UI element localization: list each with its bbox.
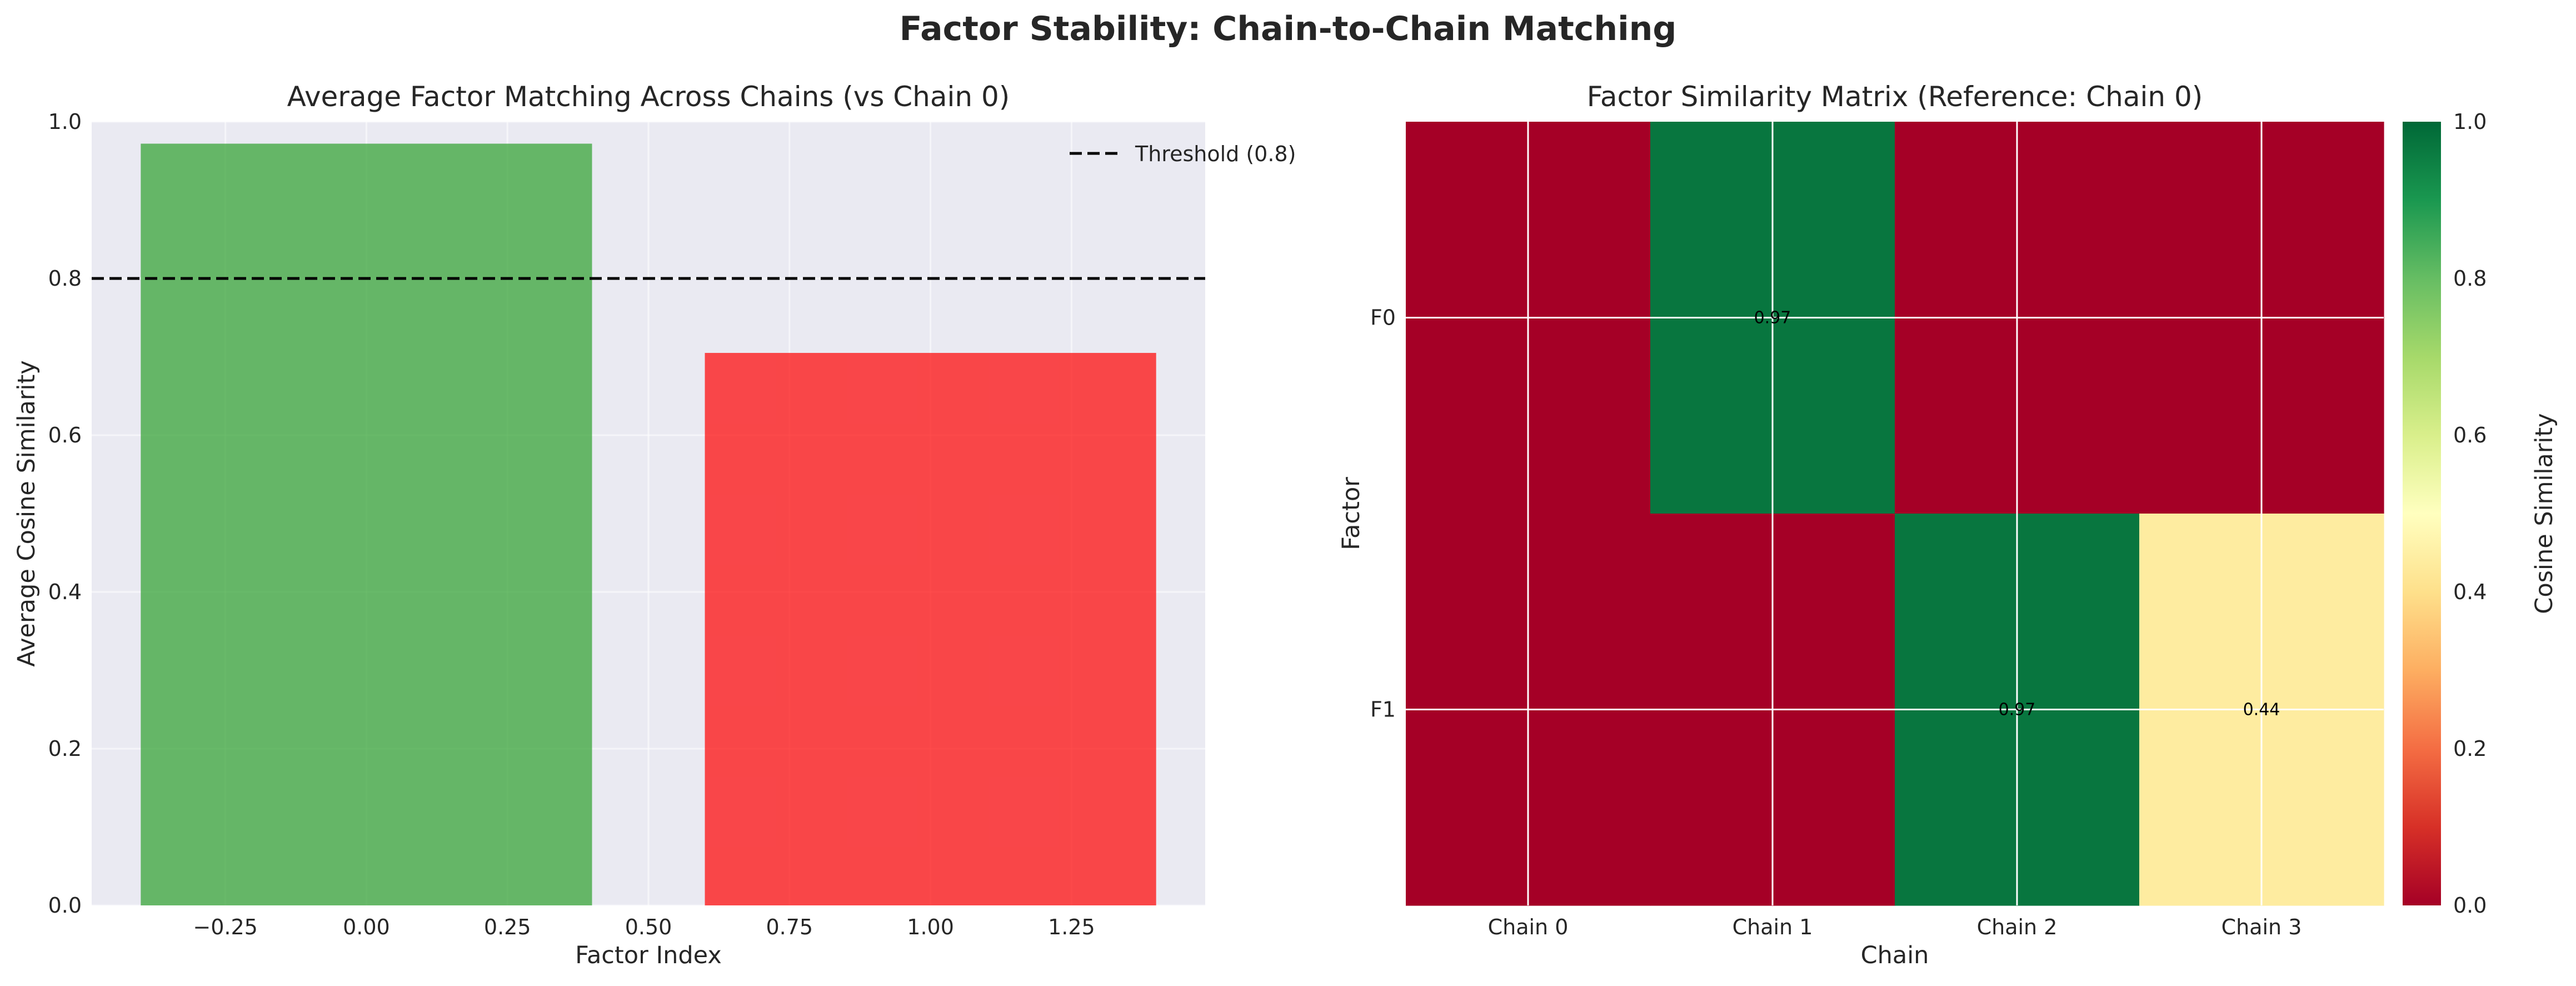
heatmap-cell-label: 0.44 bbox=[2243, 700, 2280, 720]
bar-x-tick-label: 0.25 bbox=[484, 915, 531, 939]
bar-y-tick-label: 1.0 bbox=[48, 109, 82, 134]
bar-y-tick-label: 0.6 bbox=[48, 423, 82, 447]
bar-series bbox=[141, 143, 1156, 906]
colorbar: 0.0 0.2 0.4 0.6 0.8 1.0 Cosine Similarity bbox=[2403, 109, 2558, 918]
heatmap-x-axis-ticks: Chain 0 Chain 1 Chain 2 Chain 3 bbox=[1488, 915, 2302, 939]
bar-factor-1 bbox=[705, 352, 1156, 905]
colorbar-tick-label: 0.2 bbox=[2453, 736, 2487, 761]
bar-x-axis-ticks: −0.25 0.00 0.25 0.50 0.75 1.00 1.25 bbox=[193, 915, 1095, 939]
bar-x-tick-label: 1.00 bbox=[907, 915, 954, 939]
heatmap-y-tick-label: F1 bbox=[1370, 698, 1396, 722]
figure-title: Factor Stability: Chain-to-Chain Matchin… bbox=[900, 9, 1677, 48]
colorbar-ticks: 0.0 0.2 0.4 0.6 0.8 1.0 bbox=[2453, 109, 2487, 918]
bar-x-tick-label: 0.50 bbox=[625, 915, 672, 939]
colorbar-gradient bbox=[2403, 122, 2441, 905]
heatmap-y-tick-label: F0 bbox=[1370, 306, 1396, 330]
heatmap-chart: Factor Similarity Matrix (Reference: Cha… bbox=[1337, 81, 2384, 969]
colorbar-tick-label: 0.0 bbox=[2453, 893, 2487, 918]
bar-x-tick-label: 1.25 bbox=[1048, 915, 1095, 939]
legend-threshold-label: Threshold (0.8) bbox=[1135, 142, 1296, 166]
heatmap-cells bbox=[1406, 122, 2384, 906]
colorbar-label: Cosine Similarity bbox=[2530, 413, 2558, 614]
bar-x-axis-label: Factor Index bbox=[575, 942, 722, 969]
bar-x-tick-label: 0.00 bbox=[343, 915, 390, 939]
bar-legend: Threshold (0.8) bbox=[1070, 142, 1296, 166]
heatmap-x-tick-label: Chain 2 bbox=[1977, 915, 2058, 939]
heatmap-y-axis-label: Factor bbox=[1337, 477, 1365, 550]
bar-y-tick-label: 0.0 bbox=[48, 893, 82, 918]
heatmap-x-tick-label: Chain 0 bbox=[1488, 915, 1569, 939]
colorbar-tick-label: 0.4 bbox=[2453, 580, 2487, 604]
bar-y-axis-label: Average Cosine Similarity bbox=[13, 360, 41, 667]
bar-chart-title: Average Factor Matching Across Chains (v… bbox=[287, 81, 1010, 113]
bar-y-axis-ticks: 0.0 0.2 0.4 0.6 0.8 1.0 bbox=[48, 109, 82, 918]
colorbar-tick-label: 0.6 bbox=[2453, 423, 2487, 447]
colorbar-tick-label: 1.0 bbox=[2453, 109, 2487, 134]
bar-y-tick-label: 0.2 bbox=[48, 736, 82, 761]
heatmap-gridlines bbox=[1406, 122, 2384, 905]
bar-y-tick-label: 0.4 bbox=[48, 580, 82, 604]
bar-x-tick-label: −0.25 bbox=[193, 915, 257, 939]
heatmap-x-tick-label: Chain 1 bbox=[1733, 915, 1813, 939]
heatmap-title: Factor Similarity Matrix (Reference: Cha… bbox=[1587, 81, 2203, 113]
bar-y-tick-label: 0.8 bbox=[48, 266, 82, 291]
colorbar-tick-label: 0.8 bbox=[2453, 266, 2487, 291]
heatmap-y-axis-ticks: F0 F1 bbox=[1370, 306, 1396, 722]
bar-factor-0 bbox=[141, 143, 592, 906]
heatmap-cell-label: 0.97 bbox=[1754, 308, 1791, 328]
heatmap-x-tick-label: Chain 3 bbox=[2221, 915, 2302, 939]
heatmap-cell-label: 0.97 bbox=[1999, 700, 2036, 720]
heatmap-cell-labels: 0.97 0.97 0.44 bbox=[1754, 308, 2280, 720]
bar-chart: Average Factor Matching Across Chains (v… bbox=[13, 81, 1296, 969]
bar-x-tick-label: 0.75 bbox=[766, 915, 813, 939]
heatmap-x-axis-label: Chain bbox=[1861, 942, 1929, 969]
